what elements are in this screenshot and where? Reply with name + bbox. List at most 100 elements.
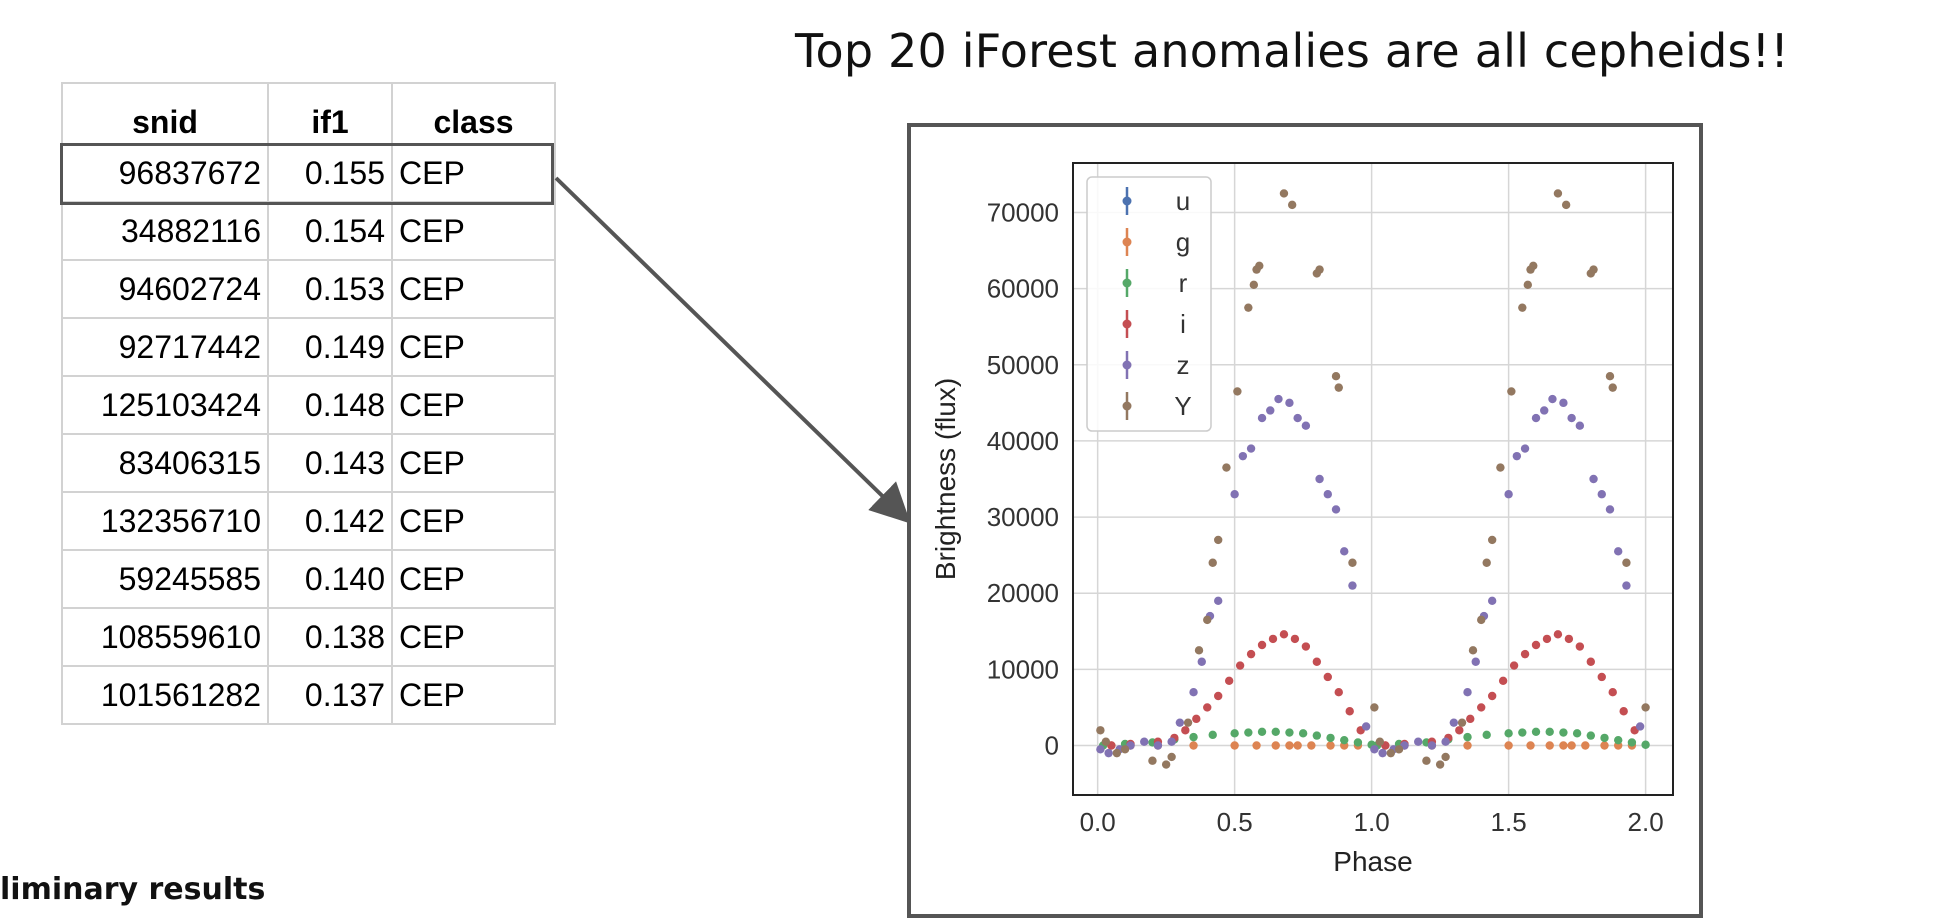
data-point: [1378, 748, 1387, 758]
data-point: [1230, 490, 1239, 499]
data-point: [1504, 490, 1513, 499]
data-point: [1268, 634, 1278, 644]
cell-if1: 0.140: [267, 549, 393, 609]
data-point: [1189, 688, 1198, 697]
data-point: [1394, 745, 1404, 754]
data-point: [1183, 718, 1193, 727]
cell-snid: 108559610: [61, 607, 269, 667]
y-tick-label: 60000: [987, 274, 1059, 304]
data-point: [1457, 718, 1467, 727]
data-point: [1112, 748, 1122, 758]
data-point: [1455, 726, 1464, 735]
cell-if1: 0.137: [267, 665, 393, 725]
data-point: [1589, 474, 1598, 484]
legend-label: g: [1176, 227, 1190, 257]
data-point: [1279, 189, 1289, 198]
data-point: [1235, 661, 1245, 670]
data-point: [1255, 261, 1264, 270]
data-point: [1559, 741, 1568, 750]
cell-snid: 101561282: [61, 665, 269, 725]
data-point: [1512, 451, 1522, 461]
table-row: 94602724 0.153 CEP: [61, 259, 556, 319]
data-point: [1326, 741, 1335, 750]
data-point: [1233, 387, 1242, 396]
data-point: [1194, 646, 1204, 655]
series-i: [1107, 630, 1639, 750]
table-row: 92717442 0.149 CEP: [61, 317, 556, 377]
data-point: [1230, 729, 1239, 738]
data-point: [1271, 741, 1280, 750]
data-point: [1608, 688, 1617, 697]
column-header-class: class: [391, 82, 556, 145]
data-point: [1340, 735, 1349, 745]
data-point: [1197, 657, 1206, 666]
cell-class: CEP: [391, 375, 556, 435]
data-point: [1249, 280, 1259, 290]
data-point: [1463, 732, 1472, 742]
data-point: [1257, 727, 1267, 736]
data-point: [1301, 642, 1311, 651]
data-point: [1545, 727, 1554, 736]
cell-snid: 132356710: [61, 491, 269, 551]
data-point: [1326, 733, 1335, 743]
data-point: [1545, 741, 1554, 750]
data-point: [1496, 463, 1505, 472]
data-point: [1096, 726, 1105, 735]
cell-class: CEP: [391, 607, 556, 667]
data-point: [1386, 748, 1396, 758]
data-point: [1548, 394, 1557, 404]
data-point: [1285, 741, 1294, 750]
data-point: [1531, 413, 1541, 423]
data-point: [1559, 728, 1568, 737]
series-Y: [1096, 189, 1650, 769]
data-point: [1414, 737, 1423, 746]
legend-label: z: [1177, 350, 1190, 380]
data-point: [1635, 722, 1645, 731]
data-point: [1161, 760, 1171, 769]
data-point: [1441, 737, 1450, 746]
legend-box: [1086, 176, 1212, 432]
data-point: [1214, 535, 1223, 545]
data-point: [1257, 413, 1267, 423]
data-point: [1246, 444, 1256, 453]
data-point: [1559, 398, 1568, 408]
data-point: [1463, 741, 1472, 750]
data-point: [1315, 474, 1324, 484]
cell-class: CEP: [391, 433, 556, 493]
data-point: [1600, 741, 1609, 750]
data-point: [1266, 406, 1275, 415]
data-point: [1279, 630, 1289, 639]
data-point: [1586, 731, 1596, 740]
legend-label: u: [1176, 186, 1190, 216]
data-point: [1290, 634, 1300, 644]
data-point: [1244, 303, 1253, 312]
cell-if1: 0.149: [267, 317, 393, 377]
data-point: [1148, 756, 1157, 765]
data-point: [1096, 745, 1105, 754]
data-point: [1498, 676, 1508, 685]
data-point: [1567, 741, 1576, 750]
x-tick-label: 1.0: [1354, 807, 1390, 837]
cell-class: CEP: [391, 665, 556, 725]
data-point: [1564, 634, 1574, 644]
data-point: [1370, 703, 1379, 712]
arrow-line: [554, 176, 911, 524]
data-point: [1531, 727, 1541, 736]
data-point: [1575, 421, 1585, 430]
data-point: [1101, 737, 1111, 746]
data-point: [1140, 737, 1149, 746]
data-point: [1301, 421, 1311, 430]
data-point: [1307, 741, 1316, 750]
y-axis-ticks: 0 10000 20000 30000 40000 50000 60000 70000: [987, 197, 1059, 760]
cell-snid: 34882116: [61, 201, 269, 261]
x-tick-label: 0.5: [1217, 807, 1253, 837]
cell-if1: 0.148: [267, 375, 393, 435]
data-point: [1518, 303, 1527, 312]
data-point: [1298, 729, 1308, 738]
cell-class: CEP: [391, 143, 556, 203]
data-point: [1553, 630, 1563, 639]
anomaly-table: snid if1 class 96837672 0.155 CEP 34882116…: [61, 82, 556, 725]
slide-title: Top 20 iForest anomalies are all cepheid…: [795, 24, 1789, 78]
data-point: [1622, 558, 1631, 567]
cell-class: CEP: [391, 201, 556, 261]
